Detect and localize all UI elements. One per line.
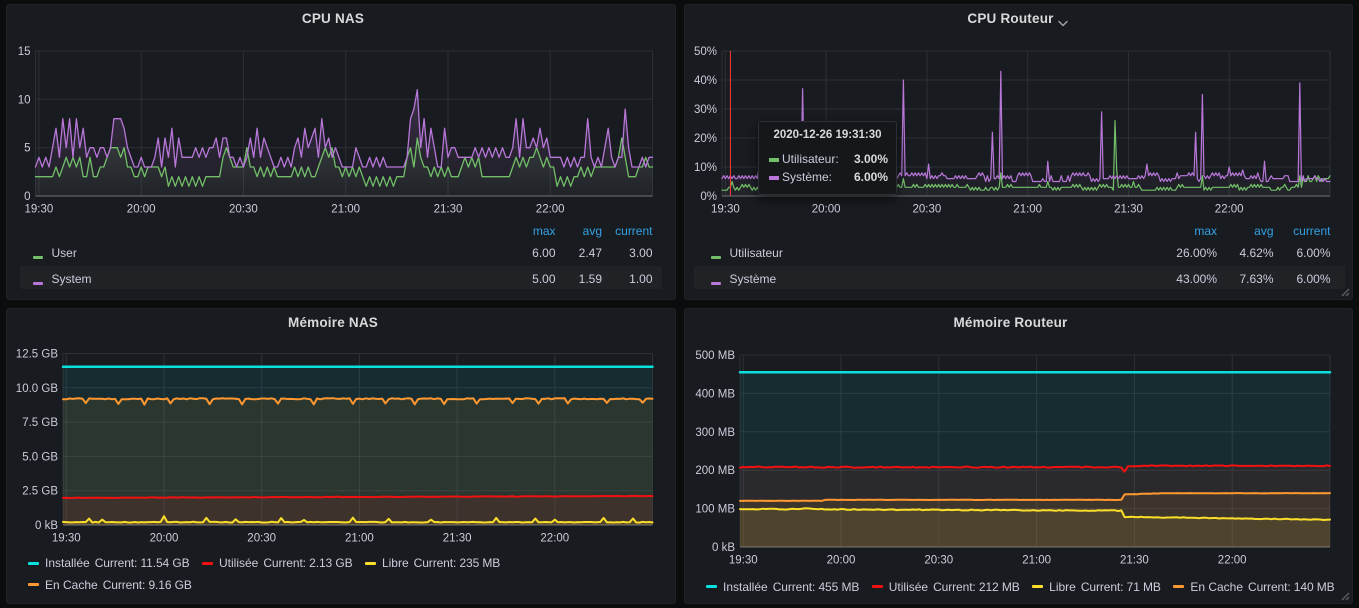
- svg-text:20:00: 20:00: [812, 204, 841, 216]
- svg-text:20:30: 20:30: [247, 533, 276, 545]
- svg-text:19:30: 19:30: [52, 533, 81, 545]
- svg-text:15: 15: [18, 46, 31, 58]
- svg-text:20%: 20%: [694, 133, 717, 145]
- svg-text:20:30: 20:30: [924, 555, 953, 567]
- svg-text:20:00: 20:00: [150, 533, 179, 545]
- svg-text:22:00: 22:00: [1215, 204, 1244, 216]
- svg-text:10%: 10%: [694, 162, 717, 174]
- svg-text:200 MB: 200 MB: [695, 465, 735, 477]
- svg-text:10.0 GB: 10.0 GB: [16, 383, 59, 395]
- svg-text:5.0 GB: 5.0 GB: [22, 451, 58, 463]
- svg-text:19:30: 19:30: [711, 204, 740, 216]
- svg-text:21:30: 21:30: [1114, 204, 1143, 216]
- svg-text:0 kB: 0 kB: [712, 542, 735, 554]
- svg-text:10: 10: [18, 94, 31, 106]
- svg-text:21:00: 21:00: [345, 533, 374, 545]
- svg-text:0 kB: 0 kB: [35, 520, 58, 532]
- svg-text:12.5 GB: 12.5 GB: [16, 349, 59, 361]
- svg-text:400 MB: 400 MB: [695, 388, 735, 400]
- svg-text:40%: 40%: [694, 75, 717, 87]
- svg-text:22:00: 22:00: [540, 533, 569, 545]
- svg-text:0: 0: [24, 191, 30, 203]
- svg-text:21:00: 21:00: [1022, 555, 1051, 567]
- svg-text:21:30: 21:30: [434, 204, 463, 216]
- svg-text:500 MB: 500 MB: [695, 350, 735, 362]
- svg-text:21:00: 21:00: [331, 204, 360, 216]
- svg-text:300 MB: 300 MB: [695, 427, 735, 439]
- svg-text:7.5 GB: 7.5 GB: [22, 417, 58, 429]
- svg-text:0%: 0%: [700, 191, 717, 203]
- svg-text:20:00: 20:00: [827, 555, 856, 567]
- svg-text:20:30: 20:30: [229, 204, 258, 216]
- svg-text:2.5 GB: 2.5 GB: [22, 486, 58, 498]
- svg-text:100 MB: 100 MB: [695, 504, 735, 516]
- svg-text:20:30: 20:30: [913, 204, 942, 216]
- svg-text:21:30: 21:30: [1120, 555, 1149, 567]
- svg-text:20:00: 20:00: [127, 204, 156, 216]
- svg-text:30%: 30%: [694, 104, 717, 116]
- svg-text:22:00: 22:00: [536, 204, 565, 216]
- svg-text:21:30: 21:30: [443, 533, 472, 545]
- svg-text:19:30: 19:30: [729, 555, 758, 567]
- svg-text:22:00: 22:00: [1218, 555, 1247, 567]
- svg-text:21:00: 21:00: [1013, 204, 1042, 216]
- svg-text:5: 5: [24, 143, 30, 155]
- svg-text:50%: 50%: [694, 46, 717, 58]
- svg-text:19:30: 19:30: [25, 204, 54, 216]
